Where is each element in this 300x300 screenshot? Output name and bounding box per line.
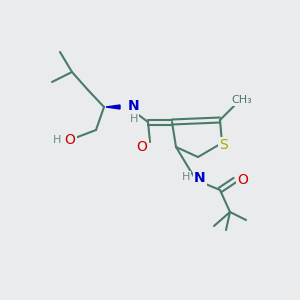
Text: S: S: [220, 138, 228, 152]
Text: H: H: [52, 135, 61, 145]
Text: H: H: [130, 114, 138, 124]
Text: H: H: [182, 172, 190, 182]
Polygon shape: [106, 105, 120, 109]
Text: O: O: [136, 140, 147, 154]
Text: N: N: [128, 99, 140, 113]
Text: O: O: [238, 173, 248, 187]
Text: O: O: [64, 133, 75, 147]
Text: CH₃: CH₃: [232, 95, 252, 105]
Text: N: N: [194, 171, 206, 185]
